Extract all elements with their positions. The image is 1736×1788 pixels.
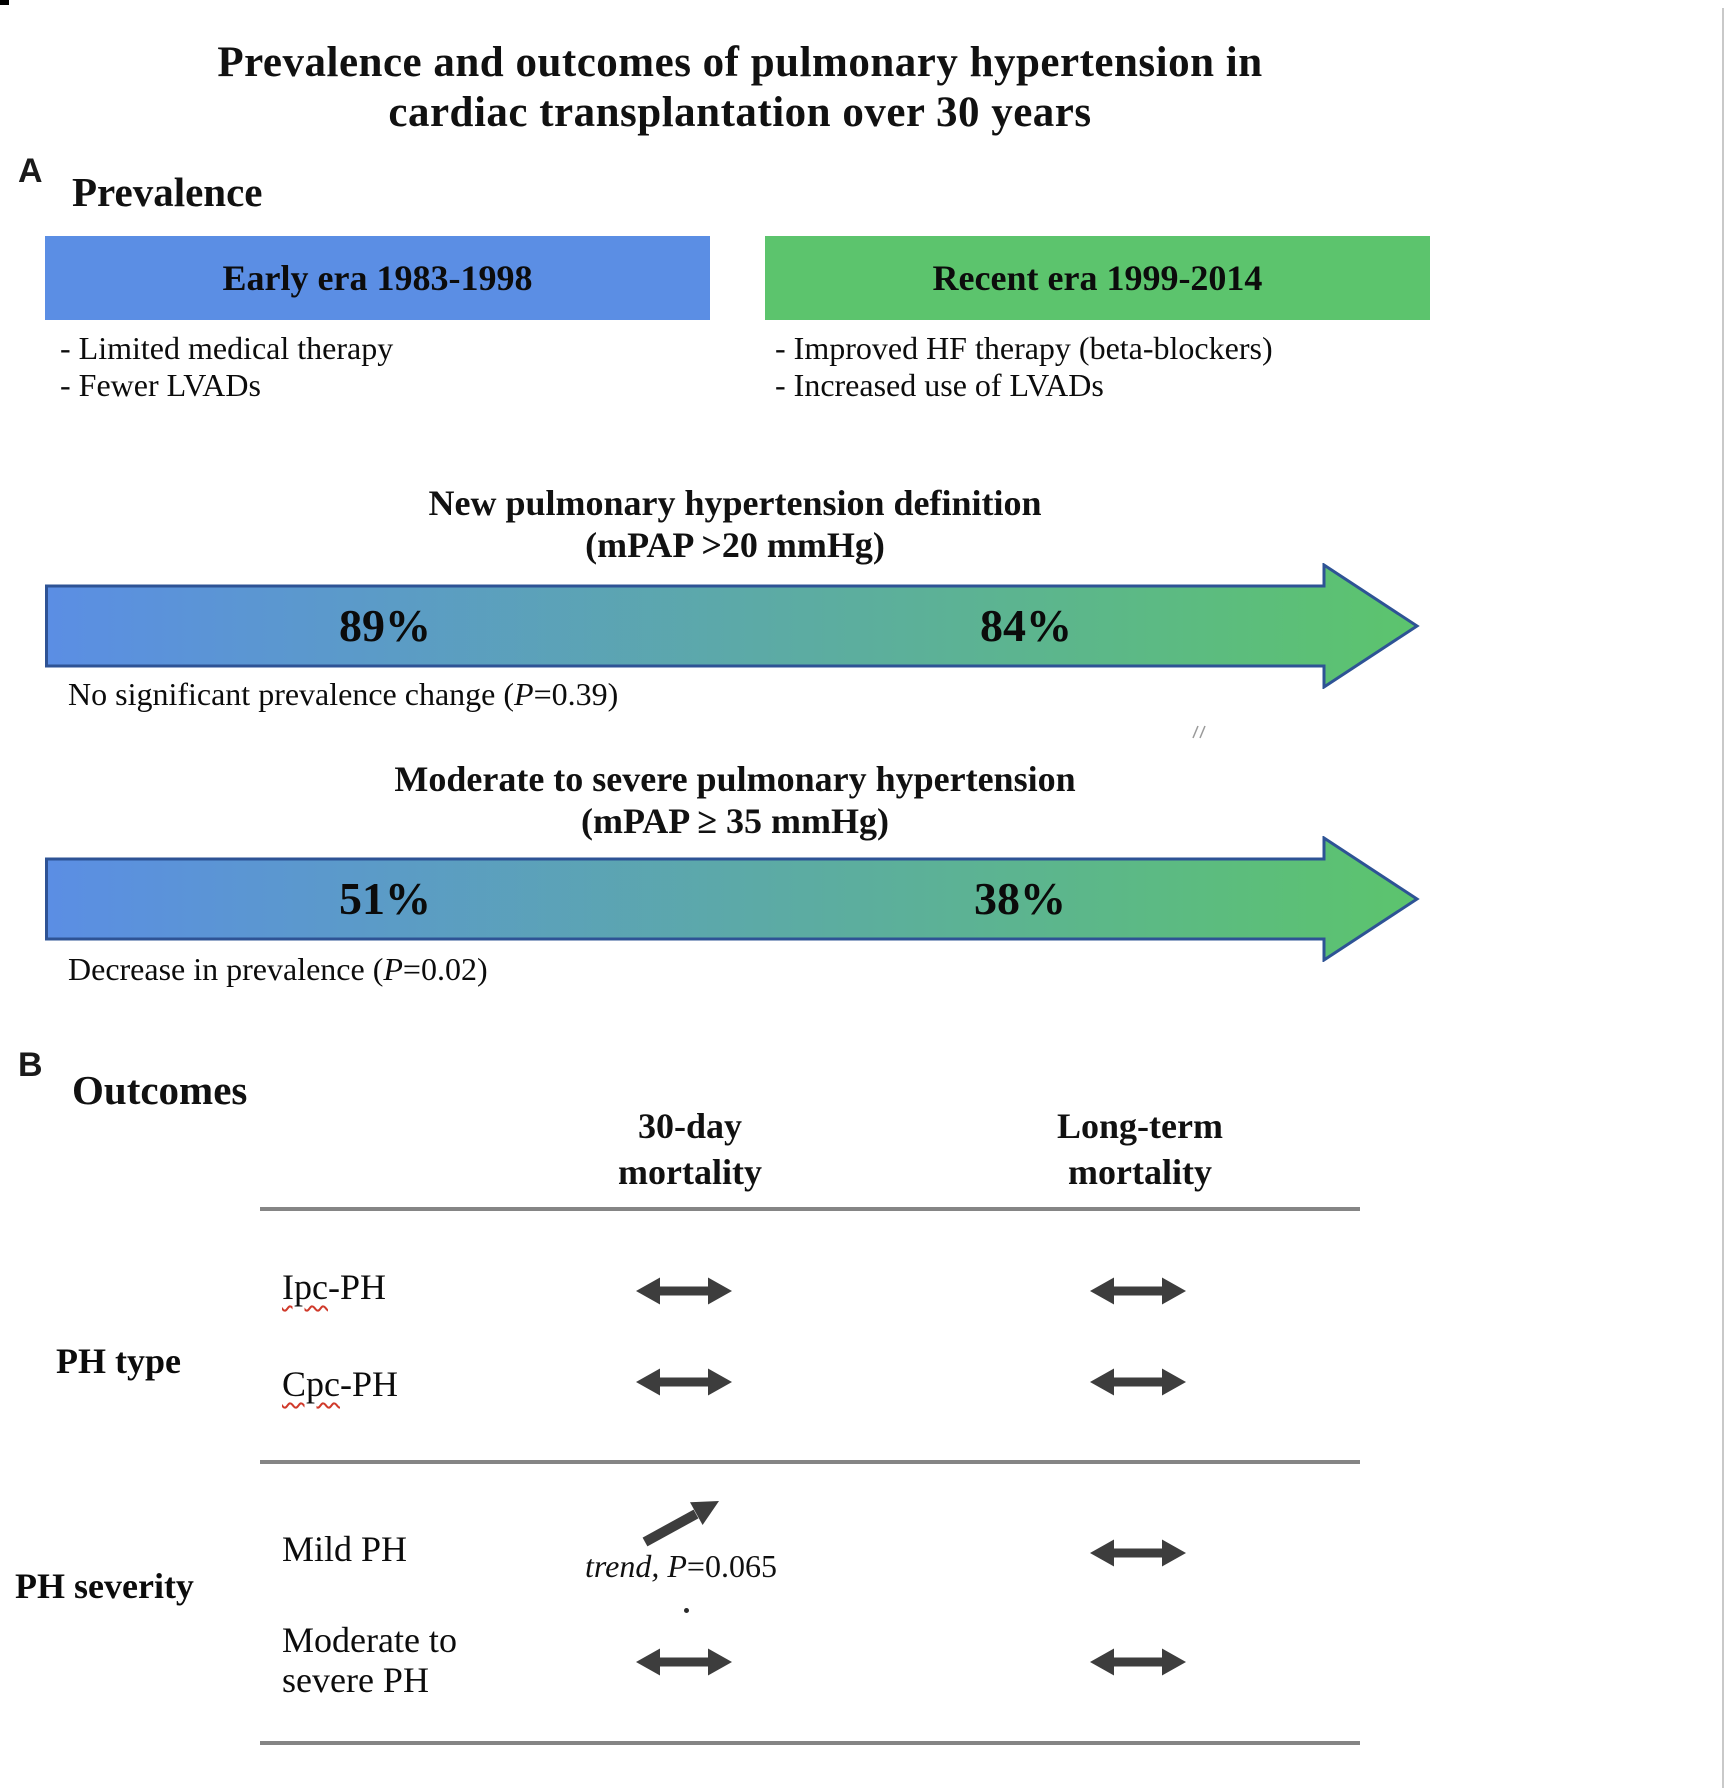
row-label-text: -PH (327, 1267, 386, 1307)
flow2-caption: Decrease in prevalence (P=0.02) (68, 951, 488, 988)
column-header-longterm: Long-term mortality (990, 1103, 1290, 1195)
column-header-line2: mortality (618, 1152, 762, 1192)
era-early-bullets: - Limited medical therapy - Fewer LVADs (60, 330, 393, 404)
table-divider-bottom (260, 1741, 1360, 1745)
row-label-mild-ph: Mild PH (282, 1529, 408, 1569)
row-label-line2: severe PH (282, 1660, 429, 1700)
era-recent-bullets: - Improved HF therapy (beta-blockers) - … (775, 330, 1273, 404)
flow2-recent-percent: 38% (974, 873, 1066, 924)
row-label-cpc-ph: Cpc-PH (282, 1363, 398, 1405)
gradient-arrow-flow1 (45, 563, 1420, 689)
flow2-early-percent: 51% (339, 873, 431, 924)
column-header-30day: 30-day mortality (540, 1103, 840, 1195)
flow1-heading-line2: (mPAP >20 mmHg) (585, 525, 885, 565)
caption-text: Decrease in prevalence ( (68, 951, 384, 987)
column-header-line1: Long-term (1057, 1106, 1223, 1146)
table-divider-middle (260, 1460, 1360, 1464)
figure-title-line1: Prevalence and outcomes of pulmonary hyp… (217, 39, 1263, 86)
upward-trend-arrow-icon (642, 1501, 719, 1547)
caption-text: No significant prevalence change ( (68, 676, 515, 712)
prevalence-heading: Prevalence (72, 169, 263, 215)
table-divider-top (260, 1207, 1360, 1211)
column-header-line2: mortality (1068, 1152, 1212, 1192)
flow2-heading-line2: (mPAP ≥ 35 mmHg) (580, 801, 890, 841)
outcomes-heading: Outcomes (72, 1067, 248, 1113)
no-change-arrow-icon (636, 1368, 732, 1396)
era-box-recent: Recent era 1999-2014 (765, 236, 1430, 320)
scan-artifact-slashes (1192, 725, 1206, 739)
row-label-flagged-text: Cpc (282, 1364, 340, 1404)
trend-annotation: trend, P=0.065 (545, 1548, 817, 1585)
trend-annotation-value: =0.065 (686, 1548, 777, 1584)
flow1-heading: New pulmonary hypertension definition (m… (0, 482, 1470, 566)
flow1-early-percent: 89% (339, 600, 431, 651)
no-change-arrow-icon (636, 1277, 732, 1305)
column-header-line1: 30-day (637, 1106, 742, 1146)
group-label-ph-type: PH type (56, 1341, 181, 1381)
caption-text: =0.02) (402, 951, 488, 987)
row-label-flagged-text: Ipc (282, 1267, 328, 1307)
bullet-item: - Increased use of LVADs (775, 367, 1104, 403)
flow1-heading-line1: New pulmonary hypertension definition (428, 483, 1042, 523)
no-change-arrow-icon (1090, 1648, 1186, 1676)
no-change-arrow-icon (1090, 1368, 1186, 1396)
flow1-caption: No significant prevalence change (P=0.39… (68, 676, 618, 713)
row-label-ipc-ph: Ipc-PH (282, 1266, 386, 1308)
no-change-arrow-icon (1090, 1277, 1186, 1305)
page-edge-line (1722, 8, 1724, 1788)
bullet-item: - Fewer LVADs (60, 367, 261, 403)
flow1-recent-percent: 84% (980, 600, 1072, 651)
row-label-text: -PH (340, 1364, 399, 1404)
bullet-item: - Limited medical therapy (60, 330, 394, 366)
caption-text: =0.39) (533, 676, 619, 712)
caption-p-symbol: P (514, 676, 534, 712)
row-label-moderate-severe-ph: Moderate to severe PH (282, 1620, 457, 1700)
trend-annotation-italic: trend, P (585, 1548, 687, 1584)
flow2-heading: Moderate to severe pulmonary hypertensio… (0, 758, 1470, 842)
no-change-arrow-icon (636, 1648, 732, 1676)
scan-artifact-dot (684, 1608, 689, 1613)
row-label-line1: Moderate to (282, 1620, 457, 1660)
caption-p-symbol: P (383, 951, 403, 987)
panel-b-label: B (18, 1046, 43, 1084)
flow2-heading-line1: Moderate to severe pulmonary hypertensio… (394, 759, 1076, 799)
figure-title-line2: cardiac transplantation over 30 years (388, 89, 1092, 136)
scan-artifact-corner (0, 0, 9, 5)
era-box-early: Early era 1983-1998 (45, 236, 710, 320)
figure-title: Prevalence and outcomes of pulmonary hyp… (0, 38, 1480, 138)
bullet-item: - Improved HF therapy (beta-blockers) (775, 330, 1273, 366)
gradient-arrow-flow2 (45, 836, 1420, 962)
group-label-ph-severity: PH severity (15, 1566, 194, 1606)
panel-a-label: A (18, 152, 43, 190)
no-change-arrow-icon (1090, 1539, 1186, 1567)
